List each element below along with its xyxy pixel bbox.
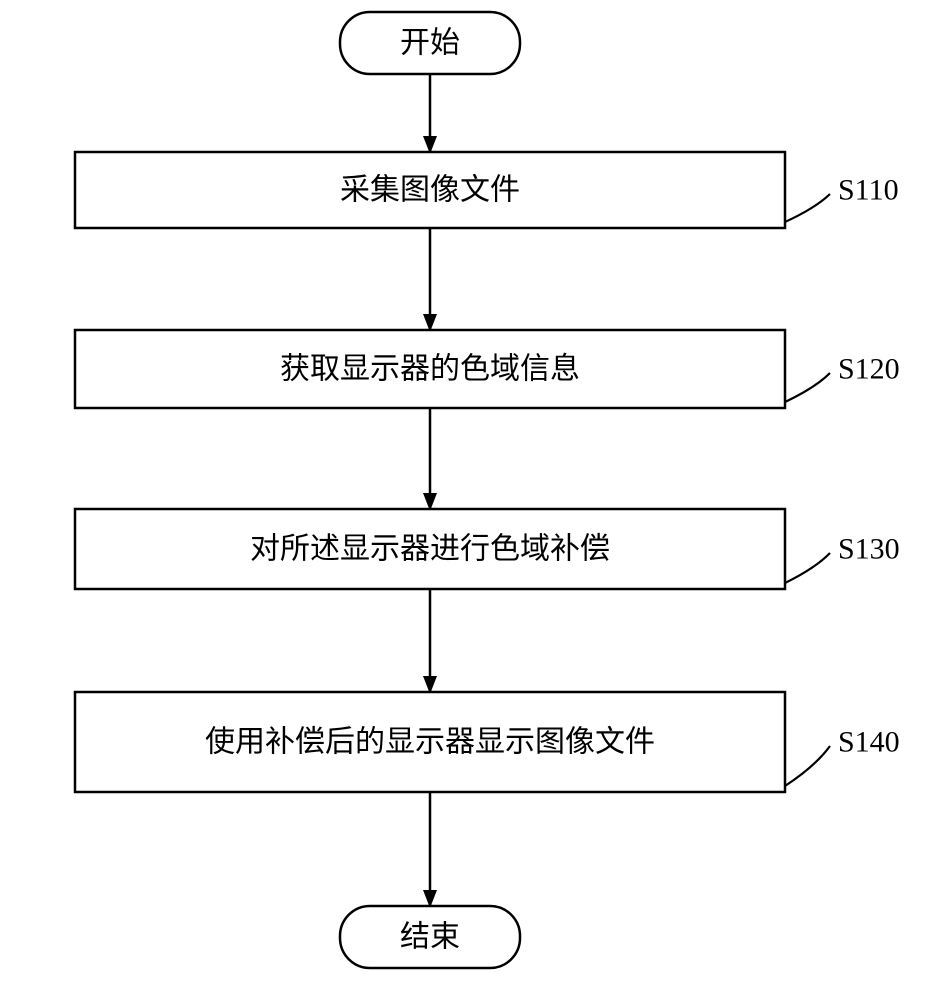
label-s140: S140 [838, 726, 900, 759]
node-s120: 获取显示器的色域信息 S120 [75, 330, 900, 408]
node-start: 开始 [340, 12, 520, 74]
node-s140-text: 使用补偿后的显示器显示图像文件 [205, 726, 655, 759]
node-s110-text: 采集图像文件 [340, 174, 520, 207]
node-s140: 使用补偿后的显示器显示图像文件 S140 [75, 692, 900, 792]
node-end-text: 结束 [400, 921, 460, 954]
leader-s130 [785, 553, 830, 583]
flowchart-canvas: 开始采集图像文件 S110 获取显示器的色域信息 S120 对所述显示器进行色域补偿 S1… [0, 0, 931, 1000]
node-s110: 采集图像文件 S110 [75, 152, 899, 228]
leader-s120 [785, 373, 830, 402]
label-s130: S130 [838, 533, 900, 566]
leader-s140 [785, 746, 830, 786]
leader-s110 [785, 194, 830, 222]
node-start-text: 开始 [400, 27, 460, 60]
label-s120: S120 [838, 353, 900, 386]
node-s120-text: 获取显示器的色域信息 [280, 353, 580, 386]
node-end: 结束 [340, 906, 520, 968]
node-s130: 对所述显示器进行色域补偿 S130 [75, 509, 900, 589]
label-s110: S110 [838, 174, 899, 207]
node-s130-text: 对所述显示器进行色域补偿 [250, 533, 610, 566]
